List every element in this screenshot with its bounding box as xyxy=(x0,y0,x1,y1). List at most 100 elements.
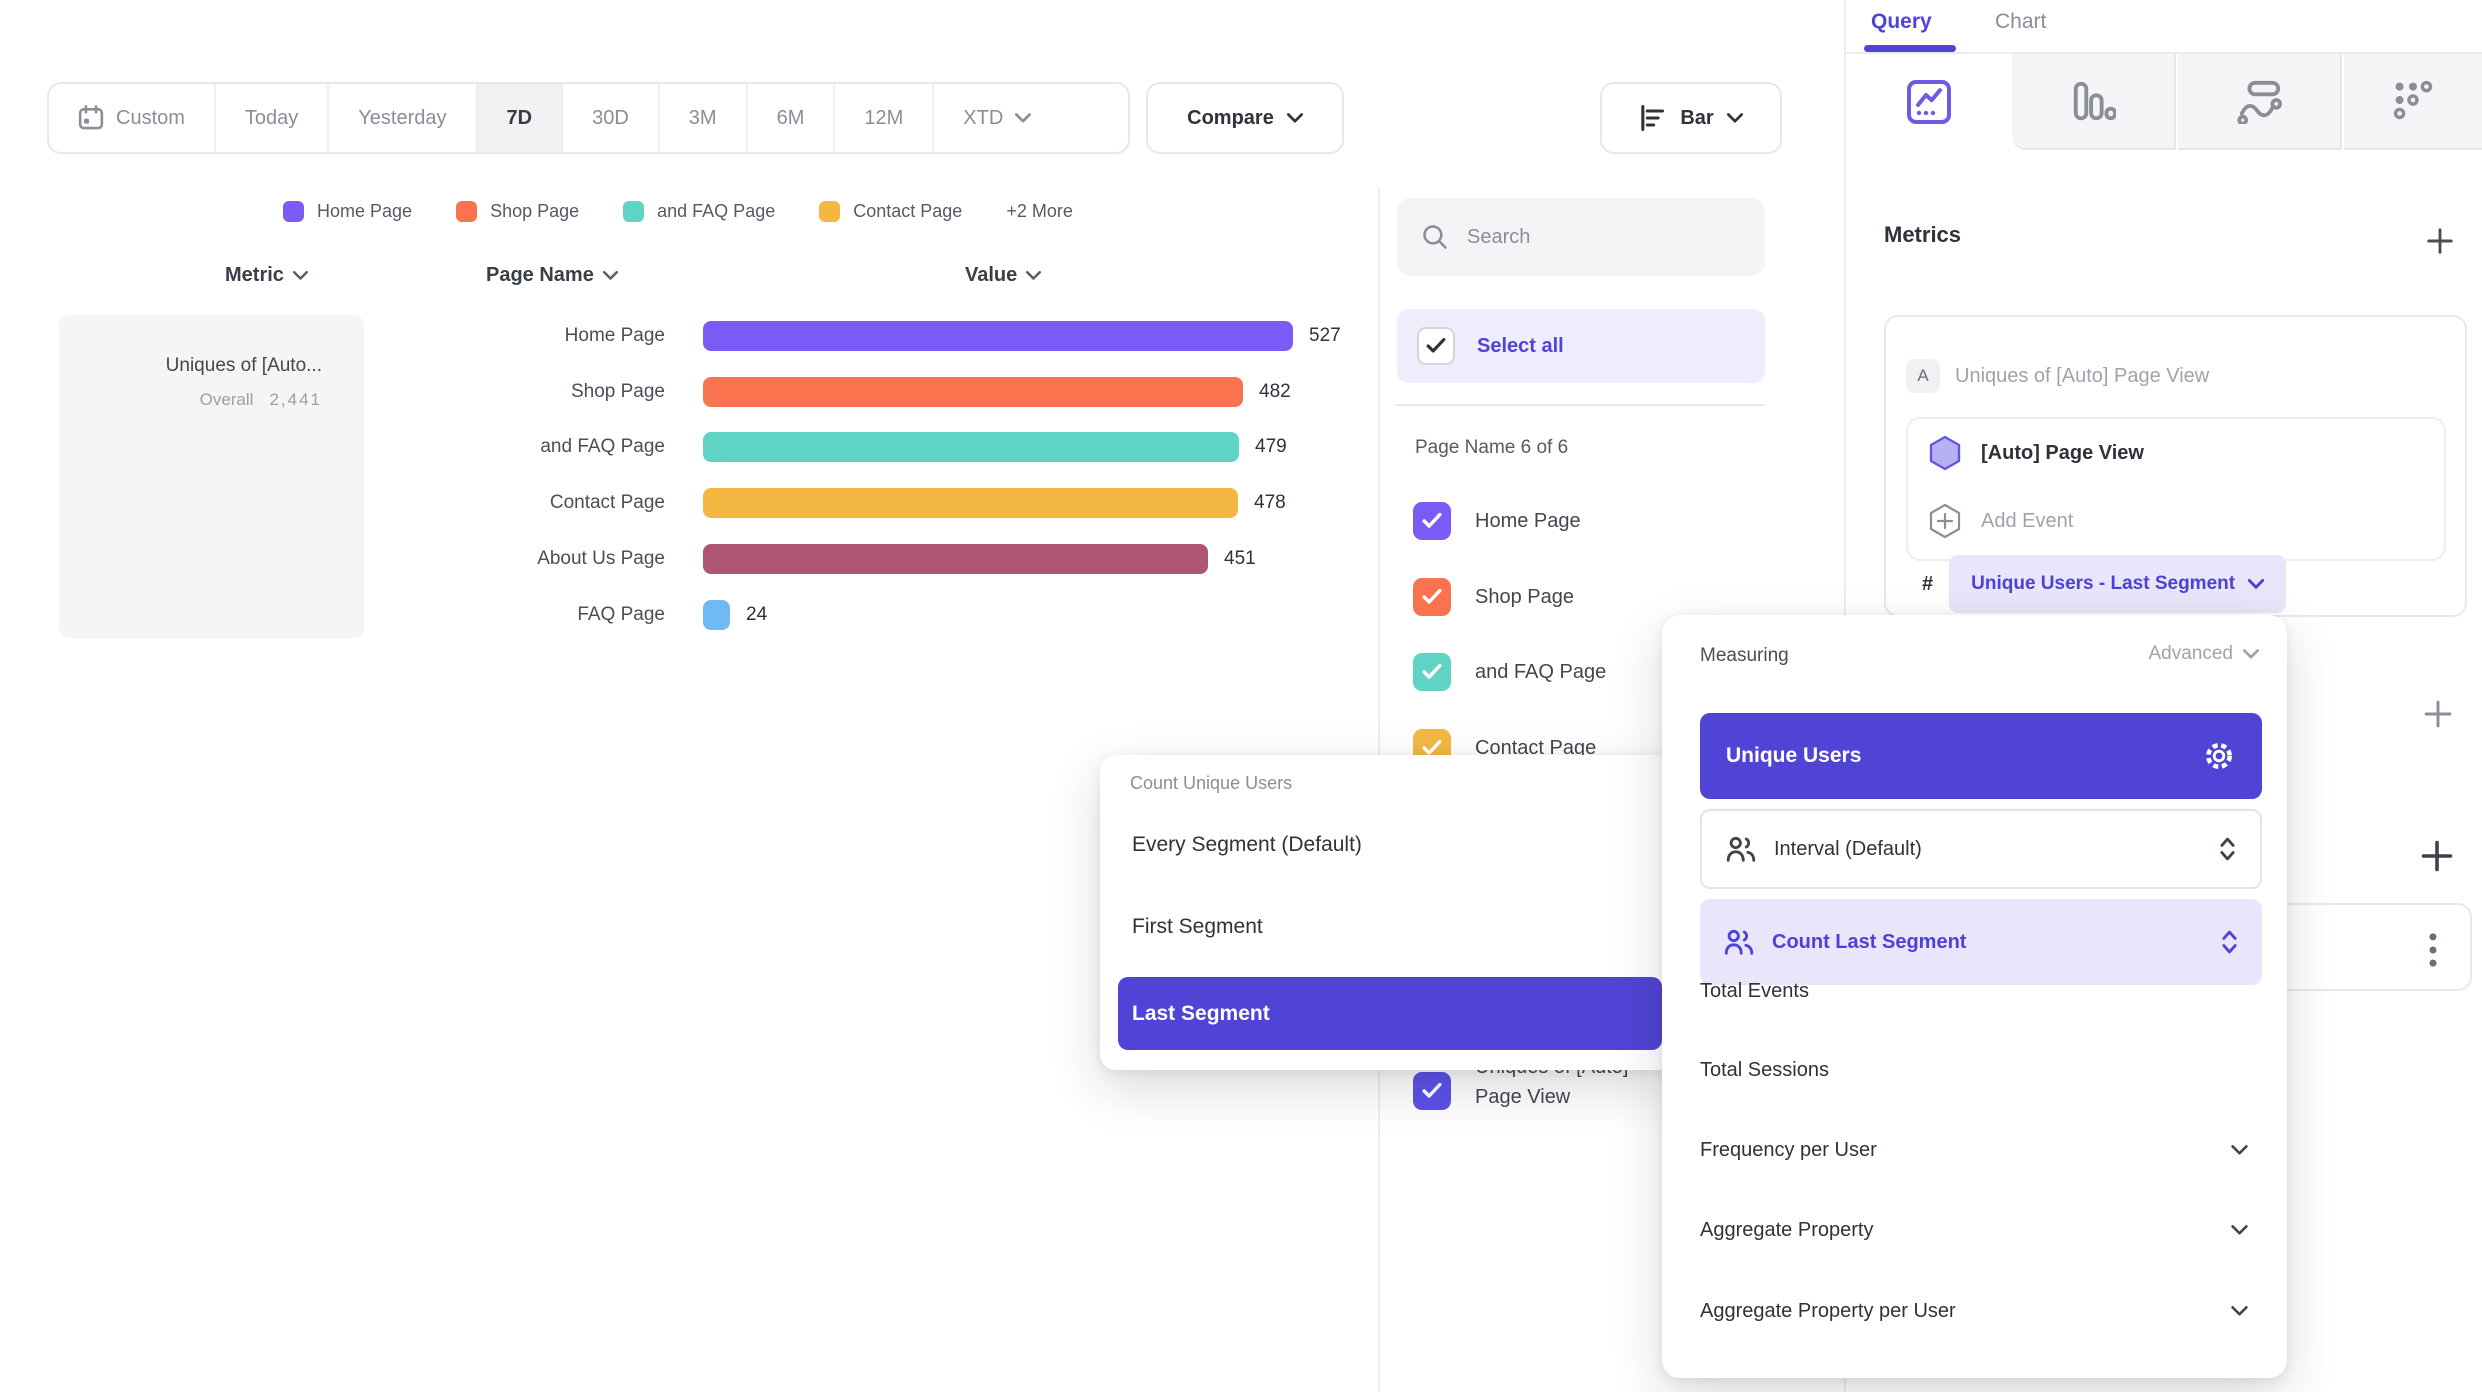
row-value: 479 xyxy=(1255,436,1287,457)
tab-query[interactable]: Query xyxy=(1871,10,1932,33)
column-header-value[interactable]: Value xyxy=(965,264,1042,287)
legend-swatch xyxy=(456,200,478,222)
metric-name: Uniques of [Auto... xyxy=(165,355,322,376)
segment-popover: Count Unique Users Every Segment (Defaul… xyxy=(1100,755,1678,1070)
chevron-down-icon xyxy=(2231,1144,2248,1155)
measure-row: # Unique Users - Last Segment xyxy=(1922,555,2287,613)
segment-option-first[interactable]: First Segment xyxy=(1132,915,1263,938)
date-range-yesterday[interactable]: Yesterday xyxy=(329,84,478,152)
legend-swatch xyxy=(283,200,304,222)
checkmark-icon xyxy=(1422,664,1442,679)
row-page-name: Shop Page xyxy=(570,381,665,402)
date-range-today[interactable]: Today xyxy=(216,84,330,152)
legend-item[interactable]: Shop Page xyxy=(456,200,579,222)
chart-type-tab-flows[interactable] xyxy=(2178,54,2342,150)
value-bar[interactable] xyxy=(703,544,1208,574)
plus-icon xyxy=(2424,700,2452,728)
legend-item[interactable]: Contact Page xyxy=(819,200,962,222)
select-all-label: Select all xyxy=(1477,334,1564,357)
tab-chart[interactable]: Chart xyxy=(1995,10,2047,33)
users-icon xyxy=(1724,929,1754,955)
metric-summary-card[interactable]: Uniques of [Auto... Overall 2,441 xyxy=(59,315,364,638)
count-last-segment-selector[interactable]: Count Last Segment xyxy=(1700,899,2262,985)
select-all-checkbox[interactable] xyxy=(1417,327,1455,365)
table-row: About Us Page 451 xyxy=(385,531,1385,587)
measuring-option-aggregate-property-per-user[interactable]: Aggregate Property per User xyxy=(1700,1291,2262,1331)
checkbox-checked[interactable] xyxy=(1413,502,1451,540)
measuring-option-total-sessions[interactable]: Total Sessions xyxy=(1700,1058,1829,1081)
legend-more[interactable]: +2 More xyxy=(1006,200,1073,221)
interval-selector[interactable]: Interval (Default) xyxy=(1700,809,2262,889)
metrics-heading: Metrics xyxy=(1884,222,1962,247)
select-all-row[interactable]: Select all xyxy=(1397,309,1765,383)
filter-item[interactable]: Home Page xyxy=(1413,493,1581,549)
date-range-group: Custom Today Yesterday 7D 30D 3M 6M 12M … xyxy=(47,82,1130,154)
compare-button[interactable]: Compare xyxy=(1146,82,1344,154)
chart-type-tab-insights[interactable] xyxy=(1846,54,2012,150)
divider xyxy=(1395,404,1765,406)
checkmark-icon xyxy=(1422,589,1442,604)
value-bar[interactable] xyxy=(703,600,730,630)
divider xyxy=(1846,52,2482,54)
plus-icon xyxy=(2421,840,2453,872)
checkbox-checked[interactable] xyxy=(1413,653,1451,691)
legend-item[interactable]: Home Page xyxy=(283,200,412,222)
row-value: 451 xyxy=(1224,548,1256,569)
filter-group-label: Page Name 6 of 6 xyxy=(1415,437,1569,458)
checkbox-checked[interactable] xyxy=(1413,1072,1451,1110)
date-range-xtd[interactable]: XTD xyxy=(934,84,1060,152)
chevron-down-icon xyxy=(2243,648,2259,658)
checkmark-icon xyxy=(1422,513,1442,528)
legend-swatch xyxy=(819,200,841,222)
date-range-7d[interactable]: 7D xyxy=(477,84,564,152)
value-bar[interactable] xyxy=(703,432,1239,462)
chart-type-tab-funnels[interactable] xyxy=(2012,54,2176,150)
filter-item[interactable]: Shop Page xyxy=(1413,569,1574,625)
metric-row[interactable]: A Uniques of [Auto] Page View xyxy=(1906,359,2209,393)
column-header-metric[interactable]: Metric xyxy=(225,264,308,287)
date-range-3m[interactable]: 3M xyxy=(660,84,748,152)
retention-dots-icon xyxy=(2393,80,2433,120)
add-event-row[interactable]: Add Event xyxy=(1928,503,2073,539)
search-input[interactable] xyxy=(1465,224,1765,250)
segment-option-every[interactable]: Every Segment (Default) xyxy=(1132,833,1362,856)
value-bar[interactable] xyxy=(703,377,1243,407)
chevron-down-icon xyxy=(602,270,618,280)
add-event-label: Add Event xyxy=(1981,509,2074,532)
chart-type-tab-retention[interactable] xyxy=(2344,54,2482,150)
plus-icon xyxy=(2427,228,2453,254)
date-range-6m[interactable]: 6M xyxy=(748,84,836,152)
filter-item[interactable]: and FAQ Page xyxy=(1413,644,1606,700)
filter-item[interactable]: Contact Page xyxy=(1413,720,1596,776)
add-filter-button[interactable] xyxy=(2421,697,2455,736)
segment-option-last-selected[interactable]: Last Segment xyxy=(1118,977,1662,1050)
legend-item[interactable]: and FAQ Page xyxy=(623,200,775,222)
row-page-name: Contact Page xyxy=(549,492,665,513)
measure-pill[interactable]: Unique Users - Last Segment xyxy=(1949,555,2287,613)
measuring-option-aggregate-property[interactable]: Aggregate Property xyxy=(1700,1210,2262,1250)
calendar-icon xyxy=(78,105,104,130)
chevron-down-icon xyxy=(1026,270,1042,280)
row-page-name: FAQ Page xyxy=(577,604,665,625)
event-row[interactable]: [Auto] Page View xyxy=(1928,435,2144,471)
value-bar[interactable] xyxy=(703,321,1293,351)
advanced-dropdown[interactable]: Advanced xyxy=(2148,643,2259,665)
measuring-option-frequency-per-user[interactable]: Frequency per User xyxy=(1700,1130,2262,1170)
chart-legend: Home Page Shop Page and FAQ Page Contact… xyxy=(283,199,1073,223)
measuring-option-total-events[interactable]: Total Events xyxy=(1700,979,1809,1002)
date-range-30d[interactable]: 30D xyxy=(563,84,660,152)
add-metric-button[interactable] xyxy=(2424,225,2456,262)
kebab-menu-button[interactable] xyxy=(2426,931,2440,974)
date-range-custom[interactable]: Custom xyxy=(49,84,216,152)
event-card: [Auto] Page View Add Event xyxy=(1906,417,2446,561)
add-breakdown-button[interactable] xyxy=(2419,838,2455,879)
checkmark-icon xyxy=(1426,338,1446,353)
checkbox-checked[interactable] xyxy=(1413,578,1451,616)
chart-type-select[interactable]: Bar xyxy=(1600,82,1782,154)
date-range-12m[interactable]: 12M xyxy=(835,84,935,152)
segment-popover-title: Count Unique Users xyxy=(1130,773,1293,793)
measuring-option-unique-users-selected[interactable]: Unique Users xyxy=(1700,713,2262,799)
overall-label: Overall xyxy=(199,390,254,409)
value-bar[interactable] xyxy=(703,488,1238,518)
column-header-page-name[interactable]: Page Name xyxy=(486,264,618,287)
